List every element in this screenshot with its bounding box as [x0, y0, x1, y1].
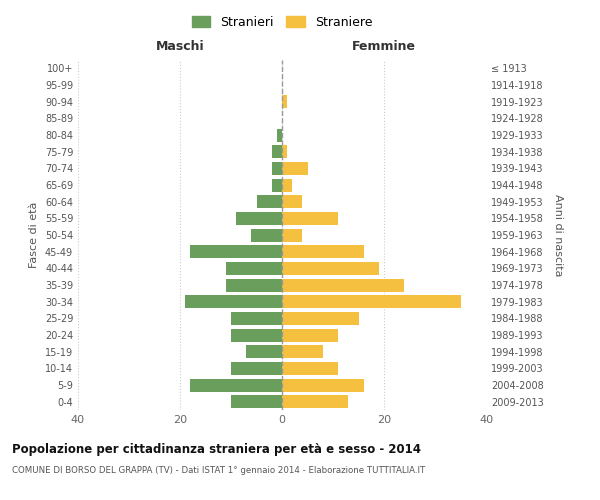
Y-axis label: Fasce di età: Fasce di età: [29, 202, 39, 268]
Bar: [282, 345, 323, 358]
Bar: [272, 145, 282, 158]
Bar: [282, 195, 302, 208]
Bar: [277, 128, 282, 141]
Bar: [282, 328, 338, 342]
Bar: [231, 362, 282, 375]
Bar: [282, 378, 364, 392]
Bar: [190, 378, 282, 392]
Bar: [257, 195, 282, 208]
Bar: [226, 278, 282, 291]
Bar: [282, 212, 338, 225]
Text: COMUNE DI BORSO DEL GRAPPA (TV) - Dati ISTAT 1° gennaio 2014 - Elaborazione TUTT: COMUNE DI BORSO DEL GRAPPA (TV) - Dati I…: [12, 466, 425, 475]
Bar: [282, 395, 349, 408]
Text: Popolazione per cittadinanza straniera per età e sesso - 2014: Popolazione per cittadinanza straniera p…: [12, 442, 421, 456]
Bar: [282, 178, 292, 192]
Bar: [236, 212, 282, 225]
Bar: [226, 262, 282, 275]
Bar: [282, 278, 404, 291]
Bar: [231, 312, 282, 325]
Bar: [282, 95, 287, 108]
Bar: [185, 295, 282, 308]
Legend: Stranieri, Straniere: Stranieri, Straniere: [187, 11, 377, 34]
Bar: [282, 295, 461, 308]
Bar: [272, 178, 282, 192]
Y-axis label: Anni di nascita: Anni di nascita: [553, 194, 563, 276]
Text: Maschi: Maschi: [155, 40, 205, 53]
Text: Femmine: Femmine: [352, 40, 416, 53]
Bar: [231, 395, 282, 408]
Bar: [282, 362, 338, 375]
Bar: [272, 162, 282, 175]
Bar: [282, 262, 379, 275]
Bar: [282, 162, 308, 175]
Bar: [282, 245, 364, 258]
Bar: [190, 245, 282, 258]
Bar: [282, 228, 302, 241]
Bar: [282, 145, 287, 158]
Bar: [282, 312, 359, 325]
Bar: [231, 328, 282, 342]
Bar: [251, 228, 282, 241]
Bar: [247, 345, 282, 358]
